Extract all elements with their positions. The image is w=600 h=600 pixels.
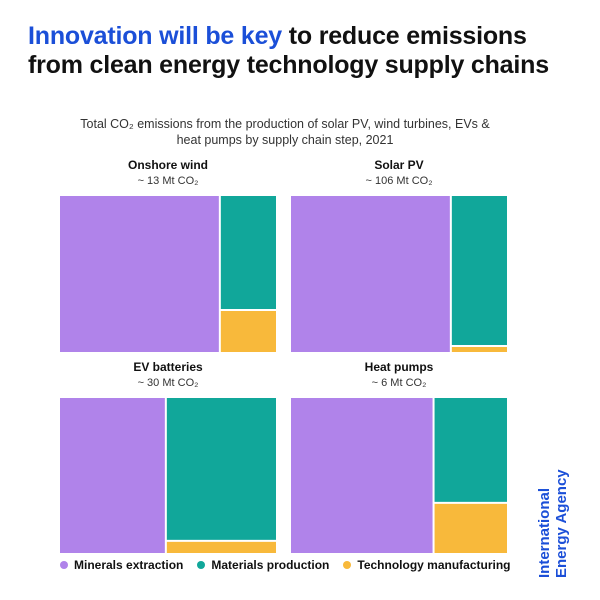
panel-title-onshore-wind: Onshore wind xyxy=(127,158,208,172)
headline: Innovation will be key to reduce emissio… xyxy=(28,22,568,80)
chart-subtitle-line-1: Total CO₂ emissions from the production … xyxy=(80,117,490,131)
treemap-cell-ev-batteries-manufacturing xyxy=(166,541,276,553)
panel-title-heat-pumps: Heat pumps xyxy=(364,360,434,374)
legend-dot-minerals xyxy=(60,561,68,569)
treemap-cell-ev-batteries-minerals xyxy=(60,398,165,553)
treemap-cell-solar-pv-minerals xyxy=(291,196,450,352)
legend-dot-materials xyxy=(197,561,206,569)
treemap-cell-solar-pv-manufacturing xyxy=(451,347,507,352)
legend-dot-manufacturing xyxy=(343,561,352,569)
treemap-cell-solar-pv-materials xyxy=(451,196,507,345)
legend-label-minerals: Minerals extraction xyxy=(74,558,184,572)
treemap-cell-onshore-wind-minerals xyxy=(60,196,219,352)
headline-accent: Innovation will be key xyxy=(28,22,282,50)
chart-subtitle: Total CO₂ emissions from the production … xyxy=(60,116,510,148)
chart-subtitle-line-2: heat pumps by supply chain step, 2021 xyxy=(176,133,394,147)
treemap-cell-ev-batteries-materials xyxy=(166,398,276,540)
iea-logo: International Energy Agency xyxy=(536,469,570,578)
legend: Minerals extraction Materials production… xyxy=(60,558,511,572)
legend-label-materials: Materials production xyxy=(211,558,330,572)
legend-item-manufacturing: Technology manufacturing xyxy=(343,558,511,572)
legend-label-manufacturing: Technology manufacturing xyxy=(357,558,511,572)
legend-item-minerals: Minerals extraction xyxy=(60,558,183,572)
panel-total-heat-pumps: ~ 6 Mt CO₂ xyxy=(371,377,427,389)
panel-total-solar-pv: ~ 106 Mt CO₂ xyxy=(365,175,433,187)
panel-title-solar-pv: Solar PV xyxy=(374,158,424,172)
treemap-cell-onshore-wind-materials xyxy=(220,196,276,309)
legend-item-materials: Materials production xyxy=(197,558,329,572)
treemap-cell-onshore-wind-manufacturing xyxy=(220,311,276,352)
panel-total-onshore-wind: ~ 13 Mt CO₂ xyxy=(137,175,199,187)
treemap-cell-heat-pumps-manufacturing xyxy=(434,503,507,553)
panel-title-ev-batteries: EV batteries xyxy=(133,360,203,374)
treemap-cell-heat-pumps-minerals xyxy=(291,398,433,553)
panel-total-ev-batteries: ~ 30 Mt CO₂ xyxy=(137,377,199,389)
treemap-cell-heat-pumps-materials xyxy=(434,398,507,502)
headline-rest: to reduce emissions from clean energy te… xyxy=(28,22,549,79)
